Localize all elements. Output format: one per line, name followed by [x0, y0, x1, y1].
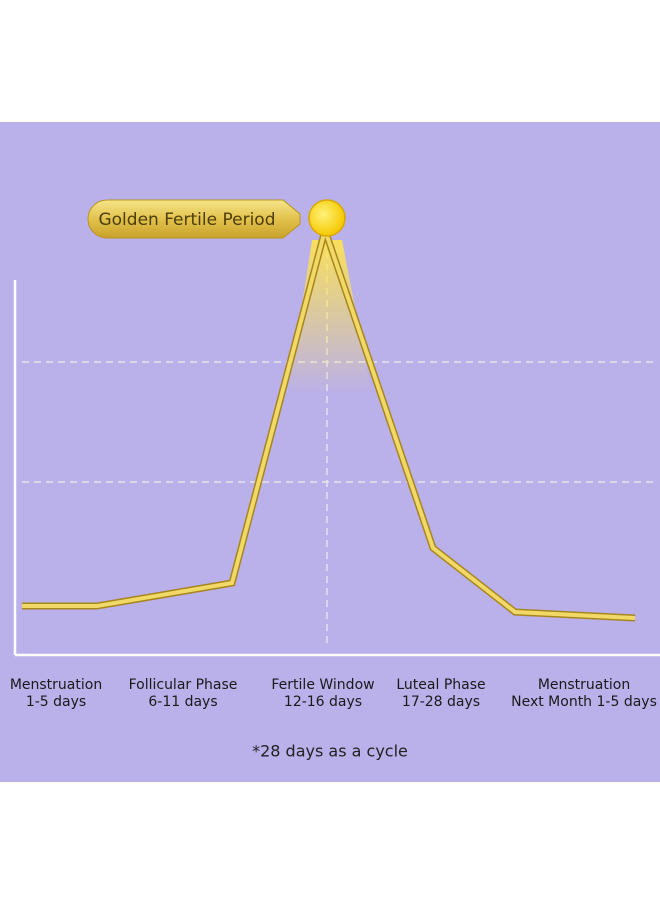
callout-text: Golden Fertile Period — [98, 210, 275, 230]
phase-days: 1-5 days — [26, 694, 86, 710]
phase-name: Luteal Phase — [396, 677, 485, 693]
phase-name: Fertile Window — [271, 677, 374, 693]
phase-name: Menstruation — [538, 677, 630, 693]
phase-name: Follicular Phase — [129, 677, 238, 693]
phase-days: 17-28 days — [402, 694, 480, 710]
phase-days: 6-11 days — [148, 694, 217, 710]
peak-sun — [308, 199, 346, 237]
phase-name: Menstruation — [10, 677, 102, 693]
callout-bubble — [87, 199, 301, 239]
phase-days: 12-16 days — [284, 694, 362, 710]
phase-days: Next Month 1-5 days — [511, 694, 657, 710]
footnote: *28 days as a cycle — [252, 742, 408, 761]
